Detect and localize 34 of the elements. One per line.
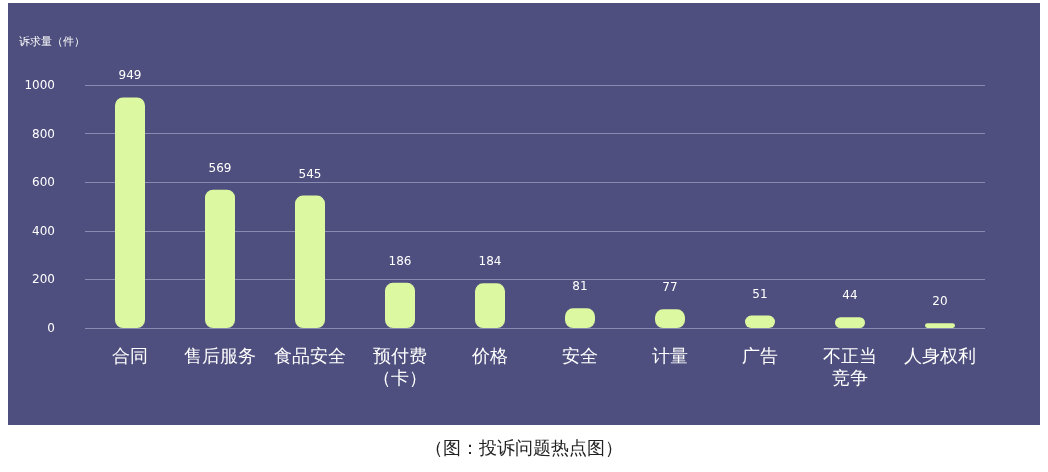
x-tick-label: 价格 — [471, 344, 508, 366]
data-label: 949 — [118, 68, 142, 83]
bar — [925, 323, 955, 328]
data-label: 44 — [842, 288, 858, 303]
x-tick-label: 合同 — [112, 344, 148, 366]
y-axis-title: 诉求量（件） — [19, 35, 85, 48]
y-tick-label: 1000 — [24, 78, 55, 92]
data-label: 20 — [932, 294, 948, 309]
y-tick-label: 400 — [32, 223, 55, 238]
y-tick-label: 600 — [32, 175, 55, 190]
bar — [295, 195, 325, 328]
data-label: 186 — [388, 253, 412, 268]
x-tick-label: 不正当竞争 — [823, 344, 877, 388]
x-tick-label: 广告 — [742, 344, 778, 366]
y-tick-label: 0 — [47, 321, 55, 335]
x-tick-label: 售后服务 — [184, 344, 256, 366]
x-tick-label: 计量 — [652, 344, 688, 366]
x-tick-label: 预付费（卡） — [373, 344, 427, 388]
x-tick-label: 安全 — [562, 344, 598, 366]
x-tick-label: 人身权利 — [904, 344, 976, 366]
data-label: 569 — [208, 160, 232, 175]
data-label: 81 — [572, 279, 588, 294]
bar — [205, 189, 235, 328]
text: （图：投诉问题热点图） — [424, 436, 624, 460]
bar — [385, 282, 415, 328]
y-tick-label: 800 — [32, 126, 55, 141]
bar — [115, 97, 145, 328]
data-label: 545 — [298, 166, 322, 181]
bar — [475, 283, 505, 328]
data-label: 77 — [662, 280, 678, 295]
y-tick-label: 200 — [32, 272, 55, 287]
x-tick-label: 食品安全 — [274, 344, 346, 366]
data-label: 184 — [478, 254, 502, 269]
data-label: 51 — [752, 286, 768, 301]
